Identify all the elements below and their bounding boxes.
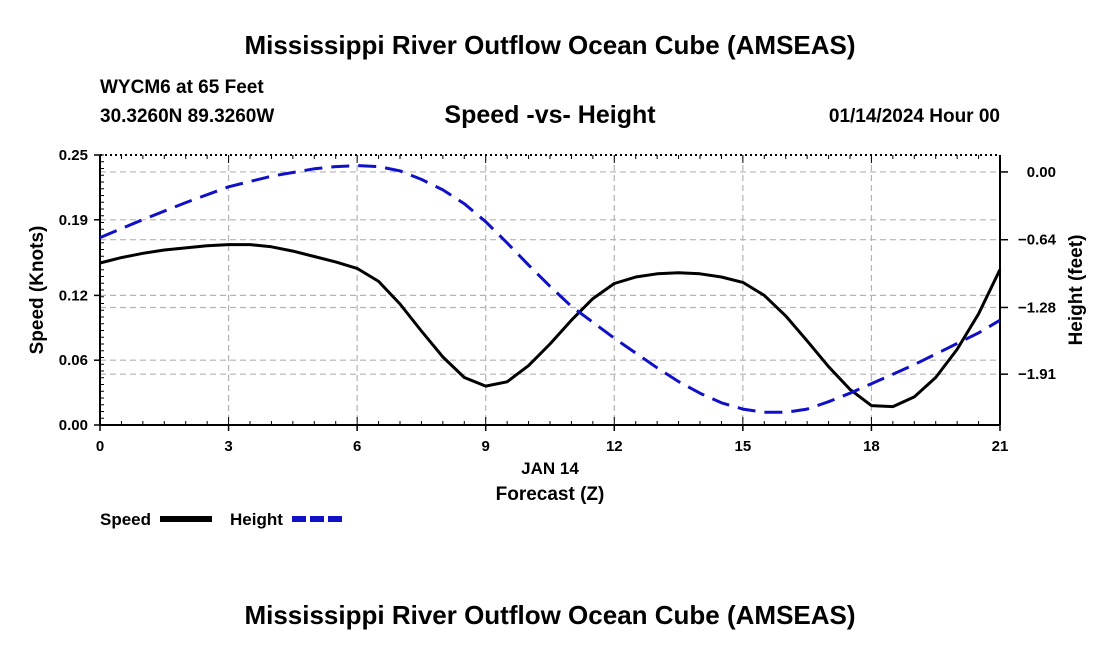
y-axis-title: Speed (Knots) — [27, 226, 48, 355]
x-tick-label: 3 — [224, 438, 232, 455]
y-tick-label: 0.19 — [59, 212, 88, 229]
x-date-label: JAN 14 — [521, 459, 579, 478]
x-axis-title: Forecast (Z) — [496, 484, 605, 505]
x-tick-label: 18 — [863, 438, 880, 455]
x-tick-label: 12 — [606, 438, 623, 455]
y2-axis-title: Height (feet) — [1066, 235, 1087, 346]
chart-title: Speed -vs- Height — [444, 101, 656, 129]
series-line-speed — [99, 243, 1002, 409]
x-tick-label: 0 — [96, 438, 104, 455]
x-tick-label: 15 — [735, 438, 752, 455]
y2-tick-label: 0.00 — [1027, 164, 1056, 181]
coordinates-label: 30.3260N 89.3260W — [100, 106, 275, 127]
station-label: WYCM6 at 65 Feet — [100, 77, 264, 98]
datetime-label: 01/14/2024 Hour 00 — [828, 106, 1000, 127]
footer-title: Mississippi River Outflow Ocean Cube (AM… — [244, 600, 856, 630]
y-tick-label: 0.12 — [59, 287, 88, 304]
series-line-height — [99, 164, 1001, 414]
legend-height-label: Height — [230, 510, 283, 529]
y2-tick-label: −1.91 — [1018, 366, 1056, 383]
y2-tick-label: −1.28 — [1018, 299, 1056, 316]
x-tick-label: 6 — [353, 438, 361, 455]
legend-speed-label: Speed — [100, 510, 151, 529]
y-tick-label: 0.00 — [59, 417, 88, 434]
page-title: Mississippi River Outflow Ocean Cube (AM… — [244, 30, 856, 60]
x-tick-label: 21 — [992, 438, 1009, 455]
x-tick-label: 9 — [482, 438, 490, 455]
y-tick-label: 0.25 — [59, 147, 88, 164]
y2-tick-label: −0.64 — [1018, 232, 1057, 249]
y-tick-label: 0.06 — [59, 352, 88, 369]
